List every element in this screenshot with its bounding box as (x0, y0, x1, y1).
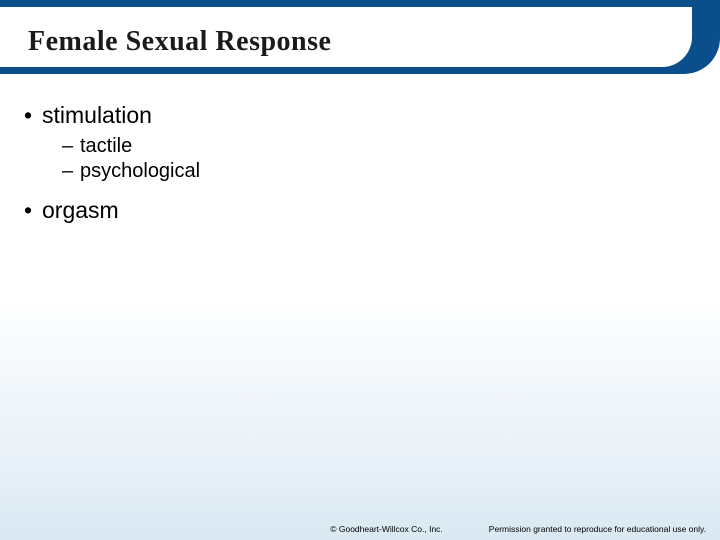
slide-content: stimulation tactile psychological orgasm (20, 102, 680, 238)
slide-title: Female Sexual Response (28, 26, 331, 58)
slide-footer: © Goodheart-Willcox Co., Inc. Permission… (0, 524, 720, 534)
bullet-l2: psychological (20, 160, 680, 183)
slide-header: Female Sexual Response (0, 0, 720, 90)
footer-copyright: © Goodheart-Willcox Co., Inc. (330, 524, 443, 534)
footer-permission: Permission granted to reproduce for educ… (489, 524, 706, 534)
bullet-group-1: orgasm (20, 197, 680, 224)
bullet-l2: tactile (20, 135, 680, 158)
bullet-l1: orgasm (20, 197, 680, 224)
bullet-group-0: stimulation tactile psychological (20, 102, 680, 183)
bullet-l1: stimulation (20, 102, 680, 129)
